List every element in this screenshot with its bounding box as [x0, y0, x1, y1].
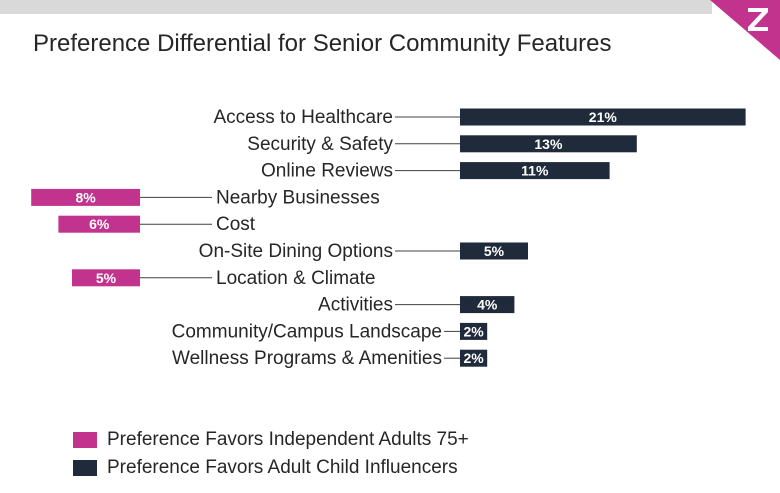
legend-swatch-influencer: [73, 460, 97, 476]
diverging-bar-chart: Access to Healthcare 21% Security & Safety…: [31, 107, 746, 369]
legend-label-independent: Preference Favors Independent Adults 75+: [107, 429, 469, 450]
data-label: 21%: [589, 109, 618, 125]
data-label: 5%: [484, 243, 505, 259]
chart-title: Preference Differential for Senior Commu…: [33, 30, 612, 57]
bar-influencer: [460, 242, 528, 260]
data-label: 2%: [463, 323, 484, 339]
bar-influencer: [460, 296, 515, 314]
legend-item-independent: Preference Favors Independent Adults 75+: [73, 429, 469, 451]
category-label: Wellness Programs & Amenities: [172, 348, 442, 369]
bar-influencer: [460, 108, 746, 126]
legend-swatch-independent: [73, 432, 97, 448]
data-label: 6%: [89, 216, 110, 232]
bar-independent: [58, 215, 140, 233]
category-label: Cost: [216, 214, 256, 235]
data-label: 4%: [477, 297, 498, 313]
data-label: 11%: [521, 163, 549, 179]
data-label: 2%: [463, 350, 484, 366]
bar-influencer: [460, 162, 610, 180]
category-label: On-Site Dining Options: [199, 241, 393, 262]
data-label: 8%: [75, 189, 96, 205]
top-accent-bar: [0, 0, 712, 14]
category-label: Access to Healthcare: [213, 107, 393, 128]
bar-influencer: [460, 135, 637, 153]
bar-influencer: [460, 349, 488, 367]
data-label: 13%: [534, 136, 563, 152]
bar-influencer: [460, 322, 488, 340]
bar-independent: [31, 188, 141, 206]
category-label: Location & Climate: [216, 268, 375, 289]
legend-label-influencer: Preference Favors Adult Child Influencer…: [107, 457, 458, 478]
category-label: Community/Campus Landscape: [172, 321, 442, 342]
bar-independent: [72, 269, 140, 287]
category-label: Activities: [318, 295, 393, 316]
data-label: 5%: [96, 270, 117, 286]
category-label: Security & Safety: [247, 134, 393, 155]
legend-item-influencer: Preference Favors Adult Child Influencer…: [73, 457, 458, 479]
category-label: Nearby Businesses: [216, 187, 380, 208]
brand-logo-icon: [710, 0, 780, 60]
category-label: Online Reviews: [261, 161, 393, 182]
